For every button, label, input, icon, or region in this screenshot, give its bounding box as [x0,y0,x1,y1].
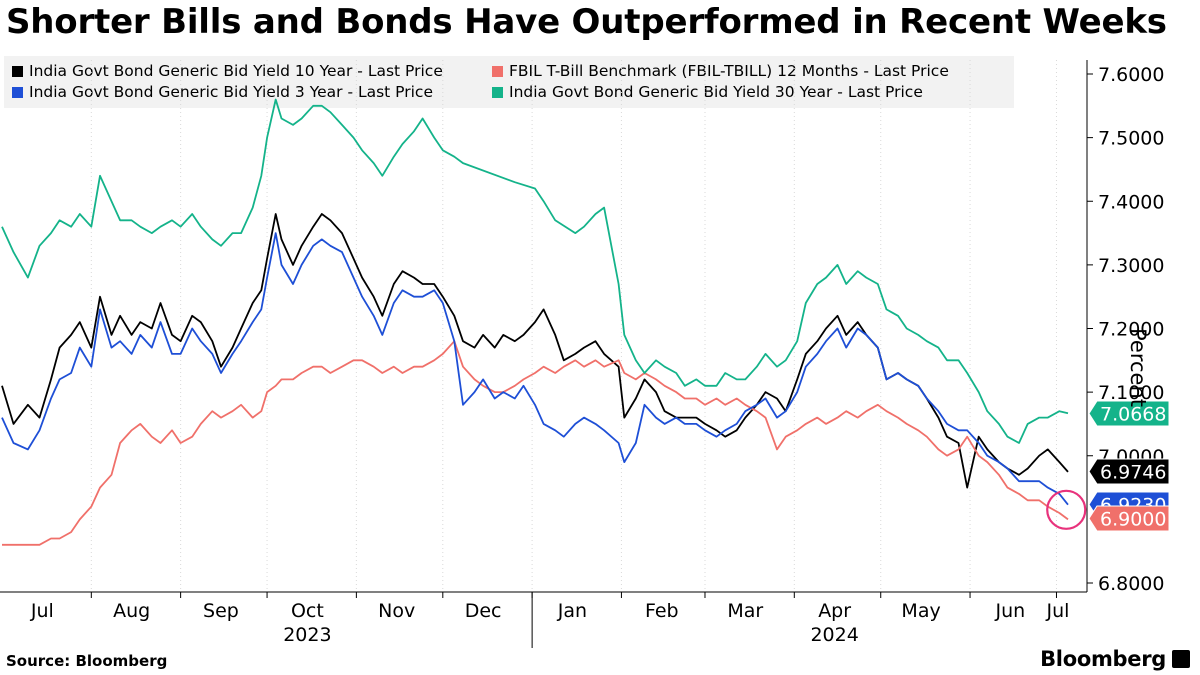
y-axis-title: Percent [1126,328,1150,408]
x-tick-label: Jul [1046,600,1070,622]
legend-swatch-30y [492,86,503,98]
x-tick-label: Oct [291,600,324,622]
y-tick-label: 7.6000 [1098,64,1164,86]
last-price-value: 6.9746 [1100,462,1166,484]
legend-swatch-tbill [492,65,503,77]
y-tick-label: 7.1000 [1098,382,1164,404]
x-tick-label: Jan [557,600,587,622]
x-tick-label: Feb [645,600,679,622]
last-price-tag [1088,458,1170,485]
source-note: Source: Bloomberg [6,652,168,670]
y-axis: 6.80007.00007.10007.20007.30007.40007.50… [1086,60,1164,595]
x-tick-label: May [901,600,940,622]
y-tick-label: 7.3000 [1098,255,1164,277]
x-tick-label: Aug [113,600,150,622]
legend-label-10y: India Govt Bond Generic Bid Yield 10 Yea… [29,62,443,80]
grid-lines [90,60,1057,592]
x-tick-label: Apr [818,600,851,622]
chart-legend: India Govt Bond Generic Bid Yield 10 Yea… [4,56,1014,108]
series-line-0 [1,213,1069,489]
x-tick-label: Nov [378,600,415,622]
x-tick-label: Jul [30,600,54,622]
highlight-circle [1046,489,1087,530]
series-line-3 [1,98,1069,444]
x-tick-label: Sep [203,600,239,622]
series-line-2 [1,232,1069,506]
y-tick-label: 7.4000 [1098,191,1164,213]
series-line-1 [2,340,1069,546]
legend-swatch-10y [12,65,23,77]
series-lines [1,98,1069,546]
last-price-tag [1088,505,1170,532]
x-tick-label: Mar [727,600,763,622]
last-price-tag [1088,400,1170,427]
x-tick-label: Dec [465,600,502,622]
legend-label-30y: India Govt Bond Generic Bid Yield 30 Yea… [509,83,923,101]
bloomberg-logo: Bloomberg [1040,647,1166,671]
chart-title: Shorter Bills and Bonds Have Outperforme… [6,2,1167,42]
legend-swatch-3y [12,86,23,98]
last-price-value: 6.9000 [1100,509,1166,531]
legend-item-3y: India Govt Bond Generic Bid Yield 3 Year… [12,83,433,101]
legend-item-10y: India Govt Bond Generic Bid Yield 10 Yea… [12,62,443,80]
x-year-label: 2024 [810,624,858,646]
y-tick-label: 7.5000 [1098,128,1164,150]
annotation-layer [1046,489,1087,530]
x-tick-label: Jun [995,600,1026,622]
legend-label-tbill: FBIL T-Bill Benchmark (FBIL-TBILL) 12 Mo… [509,62,949,80]
x-year-label: 2023 [283,624,331,646]
legend-item-30y: India Govt Bond Generic Bid Yield 30 Yea… [492,83,923,101]
legend-item-tbill: FBIL T-Bill Benchmark (FBIL-TBILL) 12 Mo… [492,62,949,80]
bloomberg-chart-icon [1172,650,1190,668]
last-price-value: 7.0668 [1100,404,1166,426]
y-tick-label: 7.2000 [1098,319,1164,341]
x-axis: Jul Aug Sep Oct Nov Dec Jan Feb Mar Apr May Jun Jul 2… [0,591,1087,648]
y-tick-label: 6.8000 [1098,573,1164,595]
legend-label-3y: India Govt Bond Generic Bid Yield 3 Year… [29,83,433,101]
